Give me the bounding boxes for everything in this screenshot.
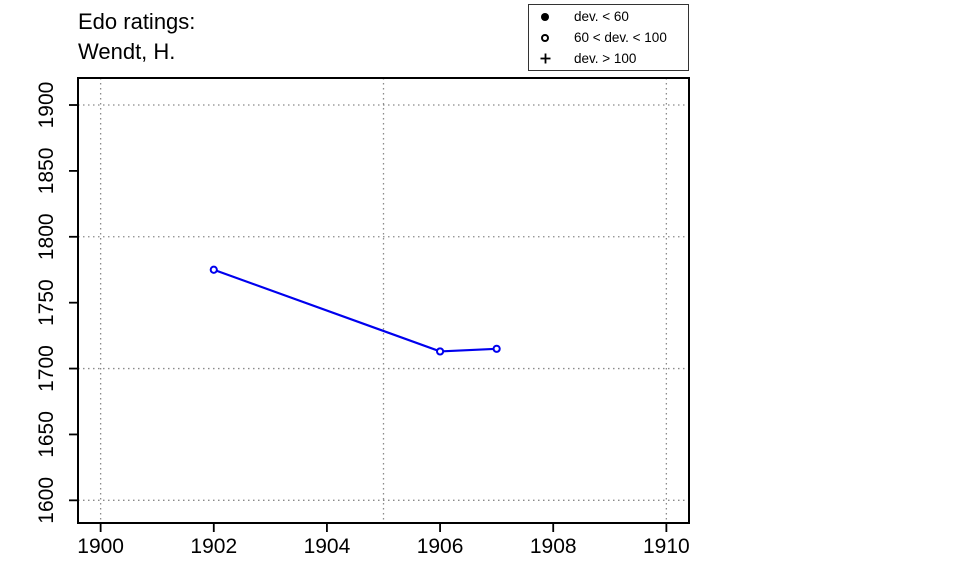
y-tick-label: 1800: [35, 213, 58, 260]
legend-item-dev-60-100: 60 < dev. < 100: [537, 29, 688, 47]
x-tick-label: 1906: [417, 535, 464, 558]
plot-border: [77, 77, 690, 524]
chart-title-line2: Wendt, H.: [78, 39, 176, 64]
y-tick-label: 1850: [35, 148, 58, 195]
legend-label: dev. > 100: [574, 50, 637, 66]
x-tick-label: 1902: [190, 535, 237, 558]
plus-icon: [540, 53, 550, 64]
y-tick-label: 1750: [35, 279, 58, 326]
y-tick-label: 1650: [35, 411, 58, 458]
x-tick-label: 1910: [643, 535, 690, 558]
data-point-1906: [435, 347, 445, 356]
legend-item-dev-lt-60: dev. < 60: [537, 8, 688, 26]
y-tick-label: 1900: [35, 82, 58, 129]
y-tick-label: 1700: [35, 345, 58, 392]
data-point-1902: [209, 265, 218, 274]
filled-circle-icon: [541, 12, 549, 21]
legend-label: 60 < dev. < 100: [574, 30, 667, 45]
chart-title-line1: Edo ratings:: [78, 9, 196, 34]
legend-symbol-cell: [537, 12, 553, 21]
legend-symbol-cell: [537, 52, 553, 65]
x-tick-label: 1904: [304, 535, 351, 558]
legend-symbol-cell: [537, 33, 553, 42]
chart-title: Edo ratings: Wendt, H.: [78, 7, 195, 67]
series-line: [212, 268, 498, 353]
legend-item-dev-gt-100: dev. > 100: [537, 49, 688, 67]
legend: dev. < 60 60 < dev. < 100 dev. > 100: [528, 4, 689, 71]
x-tick-label: 1900: [77, 535, 124, 558]
legend-label: dev. < 60: [574, 9, 629, 25]
open-circle-icon: [541, 33, 549, 42]
data-point-1907: [492, 344, 501, 353]
x-tick-label: 1908: [530, 535, 577, 558]
y-tick-label: 1600: [35, 477, 58, 524]
